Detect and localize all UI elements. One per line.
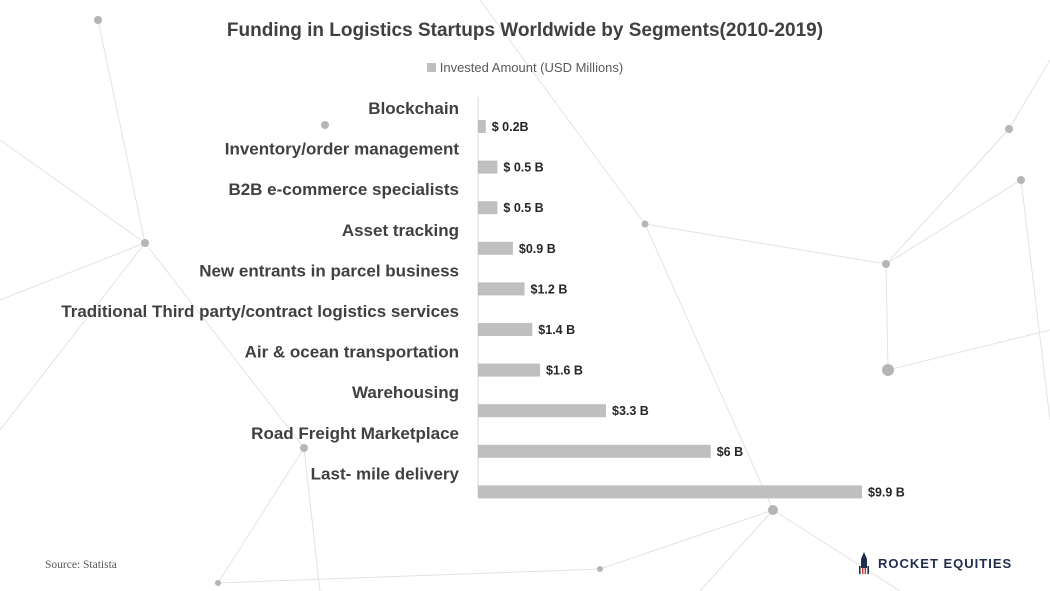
- value-label: $6 B: [717, 445, 743, 459]
- value-label: $ 0.5 B: [503, 161, 543, 175]
- legend-swatch: [426, 63, 436, 72]
- value-label: $1.6 B: [546, 364, 583, 378]
- category-label: Blockchain: [368, 99, 459, 118]
- category-label: Traditional Third party/contract logisti…: [61, 302, 459, 321]
- rocket-logo-icon: [859, 552, 869, 574]
- bar: [478, 485, 862, 499]
- bar: [478, 404, 606, 418]
- category-label: Air & ocean transportation: [245, 343, 459, 362]
- chart-title: Funding in Logistics Startups Worldwide …: [226, 20, 824, 41]
- category-label: Last- mile delivery: [311, 464, 460, 483]
- bar: [478, 241, 513, 255]
- bar: [478, 323, 533, 336]
- bar: [478, 363, 541, 377]
- bar: [478, 120, 486, 133]
- category-label: Road Freight Marketplace: [251, 424, 459, 443]
- chart-legend: Invested Amount (USD Millions): [0, 60, 1050, 75]
- value-label: $9.9 B: [868, 485, 905, 499]
- brand-logo: ROCKET EQUITIES: [856, 551, 1012, 575]
- bar: [478, 444, 711, 458]
- bar: [478, 282, 525, 296]
- value-label: $0.9 B: [519, 242, 556, 256]
- bar: [478, 201, 498, 215]
- category-label: New entrants in parcel business: [199, 261, 459, 280]
- category-label: B2B e-commerce specialists: [228, 180, 459, 199]
- category-label: Warehousing: [352, 383, 459, 402]
- source-note: Source: Statista: [45, 559, 117, 571]
- category-label: Inventory/order management: [225, 140, 460, 159]
- bar: [478, 160, 498, 174]
- brand-name: ROCKET EQUITIES: [878, 555, 1013, 571]
- category-label: Asset tracking: [342, 221, 459, 240]
- legend-label: Invested Amount (USD Millions): [439, 60, 624, 75]
- value-label: $1.4 B: [538, 323, 575, 337]
- value-label: $ 0.2B: [492, 120, 529, 134]
- value-label: $3.3 B: [612, 404, 649, 418]
- value-label: $ 0.5 B: [503, 201, 543, 215]
- value-label: $1.2 B: [531, 282, 568, 296]
